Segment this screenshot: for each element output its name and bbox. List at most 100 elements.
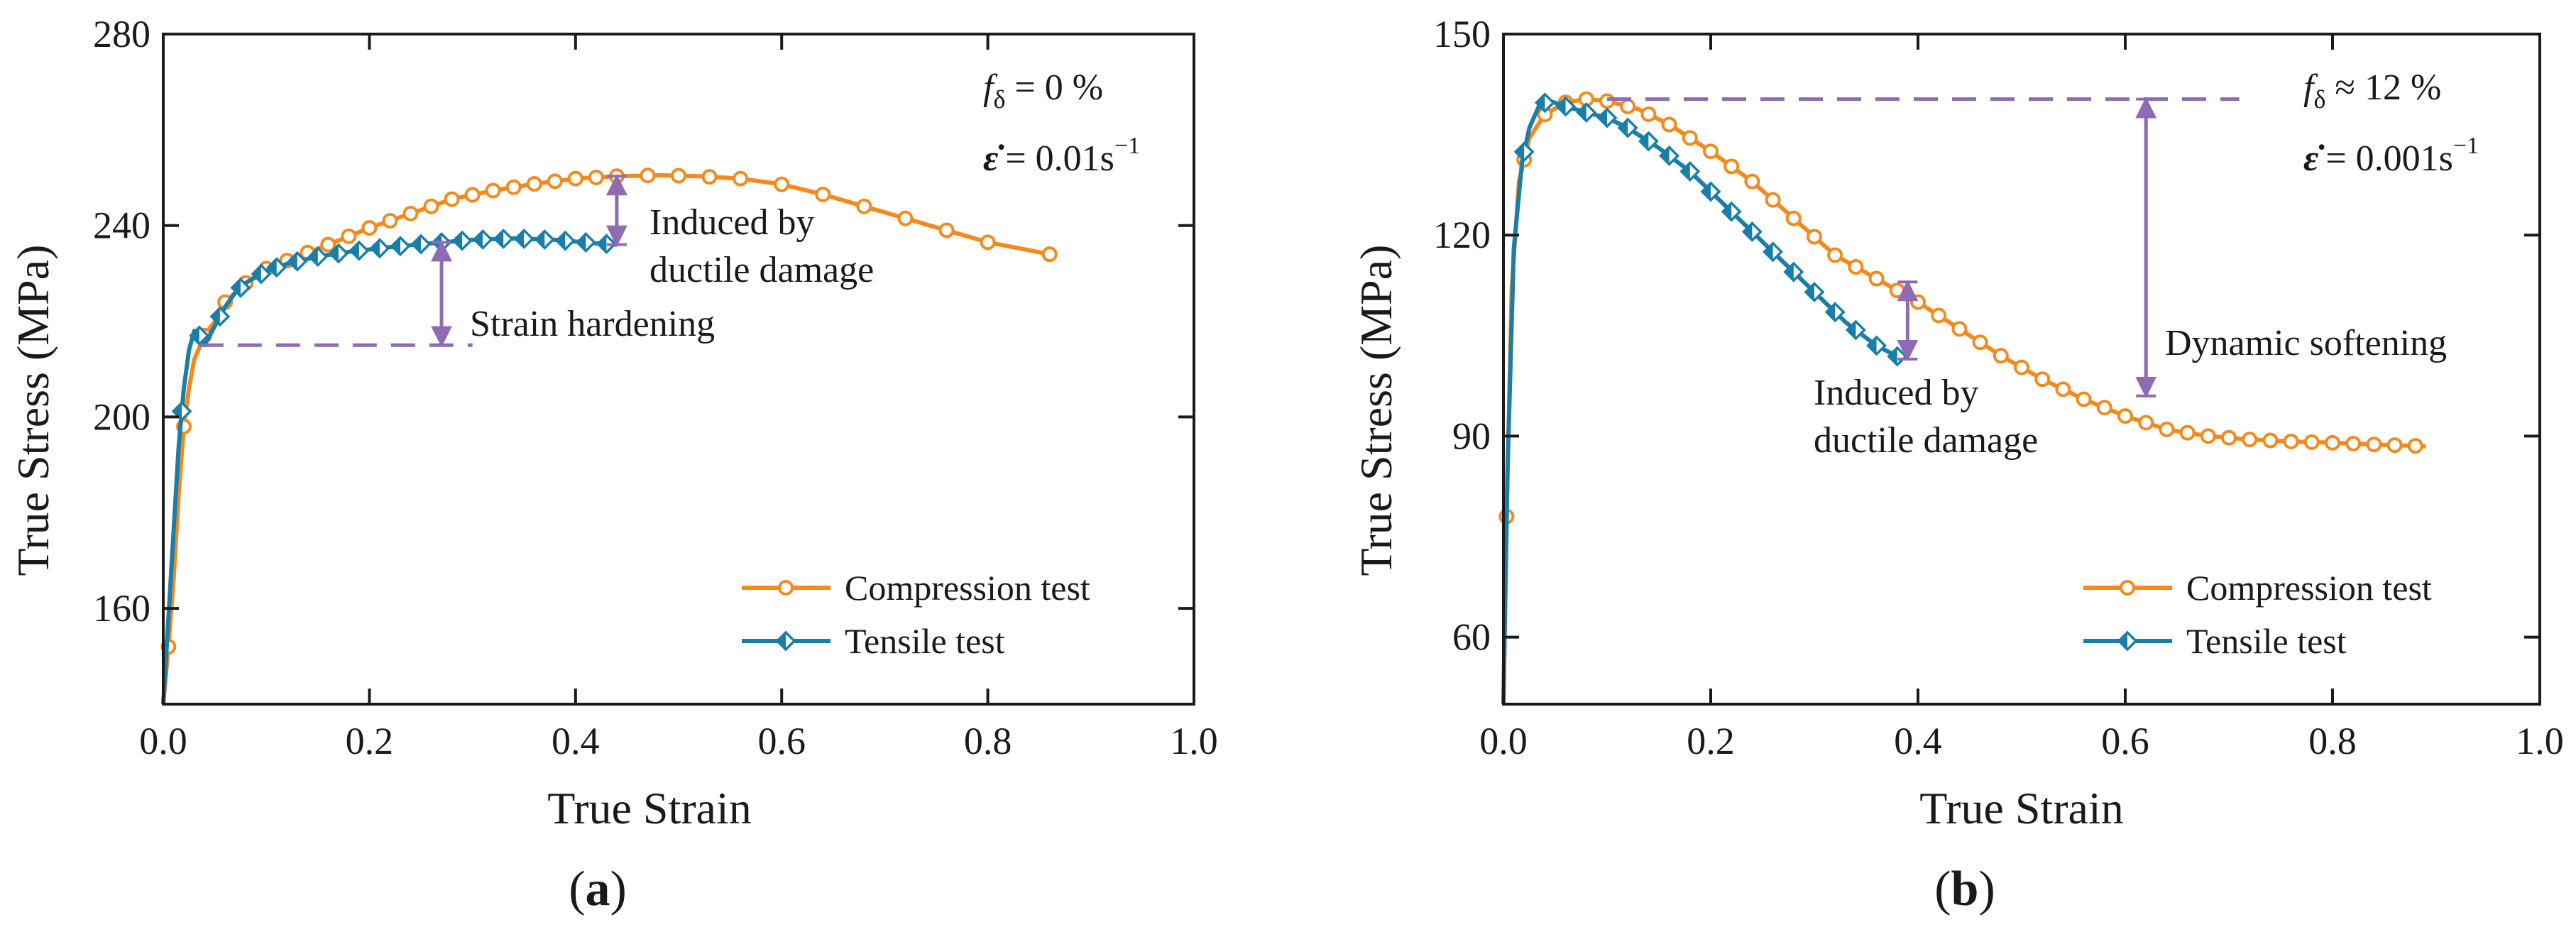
panel-b-tensile-point	[1555, 96, 1577, 117]
panel-b-strain-rate-label: ε̇ = 0.001s−1	[2303, 133, 2479, 179]
panel-a-compression-point	[485, 182, 501, 199]
panel-b-x-tick-label: 0.4	[1894, 720, 1942, 762]
panel-b-tensile-point	[1887, 346, 1908, 367]
panel-a-tensile-point	[554, 230, 576, 251]
panel-b-tensile-point	[1763, 241, 1784, 263]
panel-b-legend: Compression test Tensile test	[2083, 568, 2432, 661]
panel-b-x-tick-label: 0.2	[1687, 720, 1735, 762]
panel-a-volume-fraction-label: fδ = 0 %	[983, 67, 1103, 114]
panel-a-compression-point	[774, 176, 790, 192]
panel-b-compression-point	[2076, 391, 2092, 407]
panel-a-damage-label-line2: ductile damage	[650, 250, 874, 290]
panel-a-tensile-point	[451, 230, 473, 251]
panel-b-compression-point	[2242, 432, 2258, 448]
panel-a-compression-point	[815, 186, 831, 202]
panel-a-compression-point	[402, 205, 419, 221]
panel-b-compression-point	[1951, 321, 1968, 337]
panel-b-y-tick-label: 90	[1452, 415, 1491, 457]
panel-b-compression-point	[1765, 192, 1781, 208]
panel-b-compression-point	[1848, 259, 1864, 275]
panel-a-y-tick-label: 160	[93, 587, 150, 630]
panel-a-x-tick-label: 0.0	[139, 720, 187, 762]
panel-a-tensile-point	[307, 246, 329, 268]
panel-a-compression-point	[640, 168, 656, 184]
panel-b-x-tick-label: 0.6	[2101, 720, 2149, 762]
chart-panel-b: 0.0 0.2 0.4 0.6 0.8 1.0 60 90 120 150 True Strain…	[1351, 13, 2564, 916]
panel-b-x-tick-label: 0.8	[2308, 720, 2357, 762]
panel-a-x-tick-label: 0.8	[964, 720, 1012, 762]
panel-a-compression-point	[341, 228, 357, 244]
panel-b-compression-point	[2221, 429, 2237, 446]
chart-panel-a: 0.0 0.2 0.4 0.6 0.8 1.0 160 200 240 280 True Stra…	[8, 13, 1218, 916]
panel-b-compression-point	[2303, 434, 2320, 450]
panel-a-compression-point	[733, 170, 749, 187]
panel-a-tensile-point	[287, 251, 308, 272]
panel-b-compression-point	[1744, 173, 1760, 190]
panel-a-x-tick-label: 1.0	[1170, 720, 1218, 762]
panel-a-tensile-point	[328, 243, 349, 264]
panel-b-compression-point	[1599, 93, 1615, 109]
panel-a-legend-tensile-marker	[775, 630, 796, 652]
panel-a-strain-rate-label: ε̇ = 0.01s−1	[983, 133, 1140, 179]
panel-a-compression-point	[505, 179, 522, 195]
panel-a-tensile-point	[171, 400, 192, 422]
panel-a-compression-point	[423, 198, 439, 214]
panel-a-tensile-point	[575, 232, 596, 253]
panel-b-compression-point	[2096, 400, 2112, 416]
panel-a-tensile-point	[349, 240, 370, 261]
panel-a-compression-point	[361, 220, 378, 236]
panel-b-tensile-point	[1700, 181, 1721, 202]
panel-a-tensile-point	[251, 263, 272, 285]
panel-a-caption: (a)	[569, 862, 627, 916]
panel-a-x-tick-label: 0.6	[757, 720, 806, 762]
panel-b-caption: (b)	[1934, 862, 1995, 916]
panel-b-compression-point	[1785, 210, 1802, 226]
panel-a-legend-tensile-label: Tensile test	[845, 621, 1005, 661]
panel-b-compression-point	[1972, 334, 1988, 351]
panel-b-tensile-point	[1721, 201, 1742, 222]
panel-b-softening-label: Dynamic softening	[2165, 323, 2447, 363]
panel-a-compression-point	[856, 198, 872, 214]
panel-b-compression-point	[2014, 359, 2029, 375]
panel-b-compression-point	[2366, 437, 2382, 453]
panel-b-compression-point	[2138, 415, 2154, 431]
panel-b-y-tick-label: 60	[1452, 616, 1491, 659]
panel-b-compression-point	[1827, 247, 1843, 263]
panel-b-plot-frame	[1502, 33, 2541, 706]
panel-b-legend-tensile-label: Tensile test	[2186, 621, 2347, 661]
panel-b-tensile-point	[1845, 319, 1866, 341]
panel-b-axes	[1502, 33, 2541, 706]
panel-a-hardening-label: Strain hardening	[470, 304, 715, 344]
panel-b-y-tick-label: 120	[1433, 214, 1491, 256]
panel-b-tensile-point	[1576, 102, 1597, 123]
panel-a-compression-point	[980, 234, 996, 251]
panel-b-compression-point	[2055, 381, 2071, 398]
panel-a-compression-point	[588, 169, 604, 185]
panel-b-compression-point	[1703, 143, 1719, 160]
panel-b-tensile-point	[1824, 302, 1846, 323]
panel-a-tensile-point	[534, 229, 555, 250]
panel-a-tensile-point	[230, 277, 251, 298]
panel-b-tensile-point	[1659, 146, 1680, 166]
panel-b-tensile-point	[1783, 261, 1804, 283]
panel-a-x-tick-label: 0.4	[552, 720, 600, 762]
panel-b-tensile-point	[1741, 221, 1763, 242]
panel-a-legend-compression-label: Compression test	[845, 568, 1090, 608]
panel-b-tensile-point	[1513, 141, 1535, 163]
panel-a-tensile-point	[266, 257, 287, 278]
panel-a-x-axis-title: True Strain	[547, 783, 751, 833]
panel-b-compression-point	[1993, 348, 2009, 364]
panel-b-legend-compression-marker	[2120, 580, 2135, 596]
panel-a-compression-point	[567, 170, 583, 187]
panel-b-compression-point	[1620, 98, 1636, 114]
panel-b-compression-point	[2345, 435, 2362, 451]
panel-a-annotations	[199, 174, 627, 348]
panel-a-tensile-point	[390, 236, 411, 257]
panel-b-tensile-point	[1638, 131, 1659, 152]
panel-a-tensile-point	[493, 228, 514, 249]
panel-a-compression-point	[701, 169, 718, 185]
panel-b-tensile-point	[1534, 92, 1555, 114]
panel-b-tensile-point	[1804, 281, 1825, 302]
panel-b-compression-point	[1889, 283, 1905, 299]
panel-b-tensile-point	[1617, 117, 1638, 138]
